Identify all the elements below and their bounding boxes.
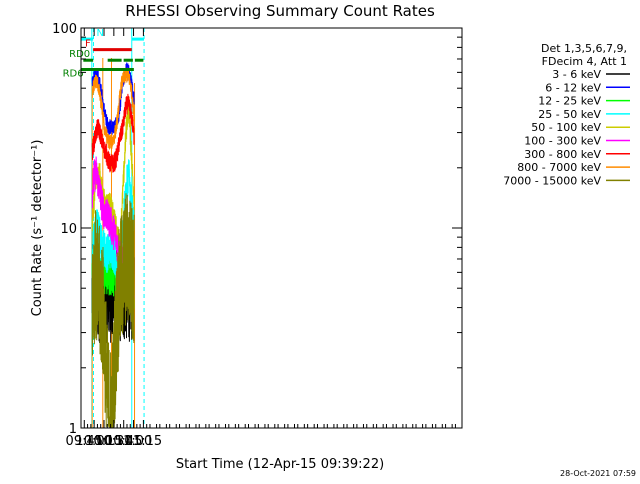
x-tick-label-4: 10:45: [105, 434, 142, 449]
series-group: [91, 62, 135, 428]
legend-label-3: 25 - 50 keV: [538, 108, 601, 121]
series-line-3: [91, 159, 135, 287]
x-axis-label: Start Time (12-Apr-15 09:39:22): [176, 457, 384, 472]
legend-header-0: Det 1,3,5,6,7,9,: [541, 42, 627, 55]
x-tick-label-6: 11:15: [125, 434, 162, 449]
y-tick-label-0: 1: [69, 422, 77, 437]
legend-label-0: 3 - 6 keV: [552, 68, 601, 81]
flag-label-1: F: [85, 39, 91, 50]
legend-label-1: 6 - 12 keV: [545, 81, 601, 94]
legend: Det 1,3,5,6,7,9,FDecim 4, Att 13 - 6 keV…: [503, 42, 630, 187]
x-tick-label-1: 10:00: [75, 434, 112, 449]
legend-label-8: 7000 - 15000 keV: [503, 174, 601, 187]
flag-label-3: RD6: [63, 69, 84, 80]
series-line-7: [91, 67, 135, 150]
y-axis-label: Count Rate (s⁻¹ detector⁻¹): [30, 140, 45, 317]
legend-label-2: 12 - 25 keV: [538, 95, 601, 108]
x-tick-label-3: 10:30: [95, 434, 132, 449]
flag-label-0: N: [96, 28, 103, 39]
y-tick-label-2: 100: [52, 22, 77, 37]
x-tick-label-5: 11:00: [115, 434, 152, 449]
y-tick-label-1: 10: [60, 222, 77, 237]
legend-label-5: 100 - 300 keV: [524, 135, 601, 148]
legend-label-6: 300 - 800 keV: [524, 148, 601, 161]
series-line-8: [91, 193, 135, 428]
timestamp: 28-Oct-2021 07:59: [560, 469, 636, 478]
chart-title: RHESSI Observing Summary Count Rates: [125, 2, 435, 20]
x-tick-label-2: 10:15: [85, 434, 122, 449]
flag-label-2: RD0: [69, 49, 90, 60]
legend-header-1: FDecim 4, Att 1: [542, 55, 627, 68]
x-tick-label-0: 09:45: [66, 434, 103, 449]
legend-label-4: 50 - 100 keV: [531, 121, 601, 134]
series-line-6: [91, 93, 135, 173]
plot-frame: [80, 27, 463, 429]
legend-label-7: 800 - 7000 keV: [517, 161, 601, 174]
